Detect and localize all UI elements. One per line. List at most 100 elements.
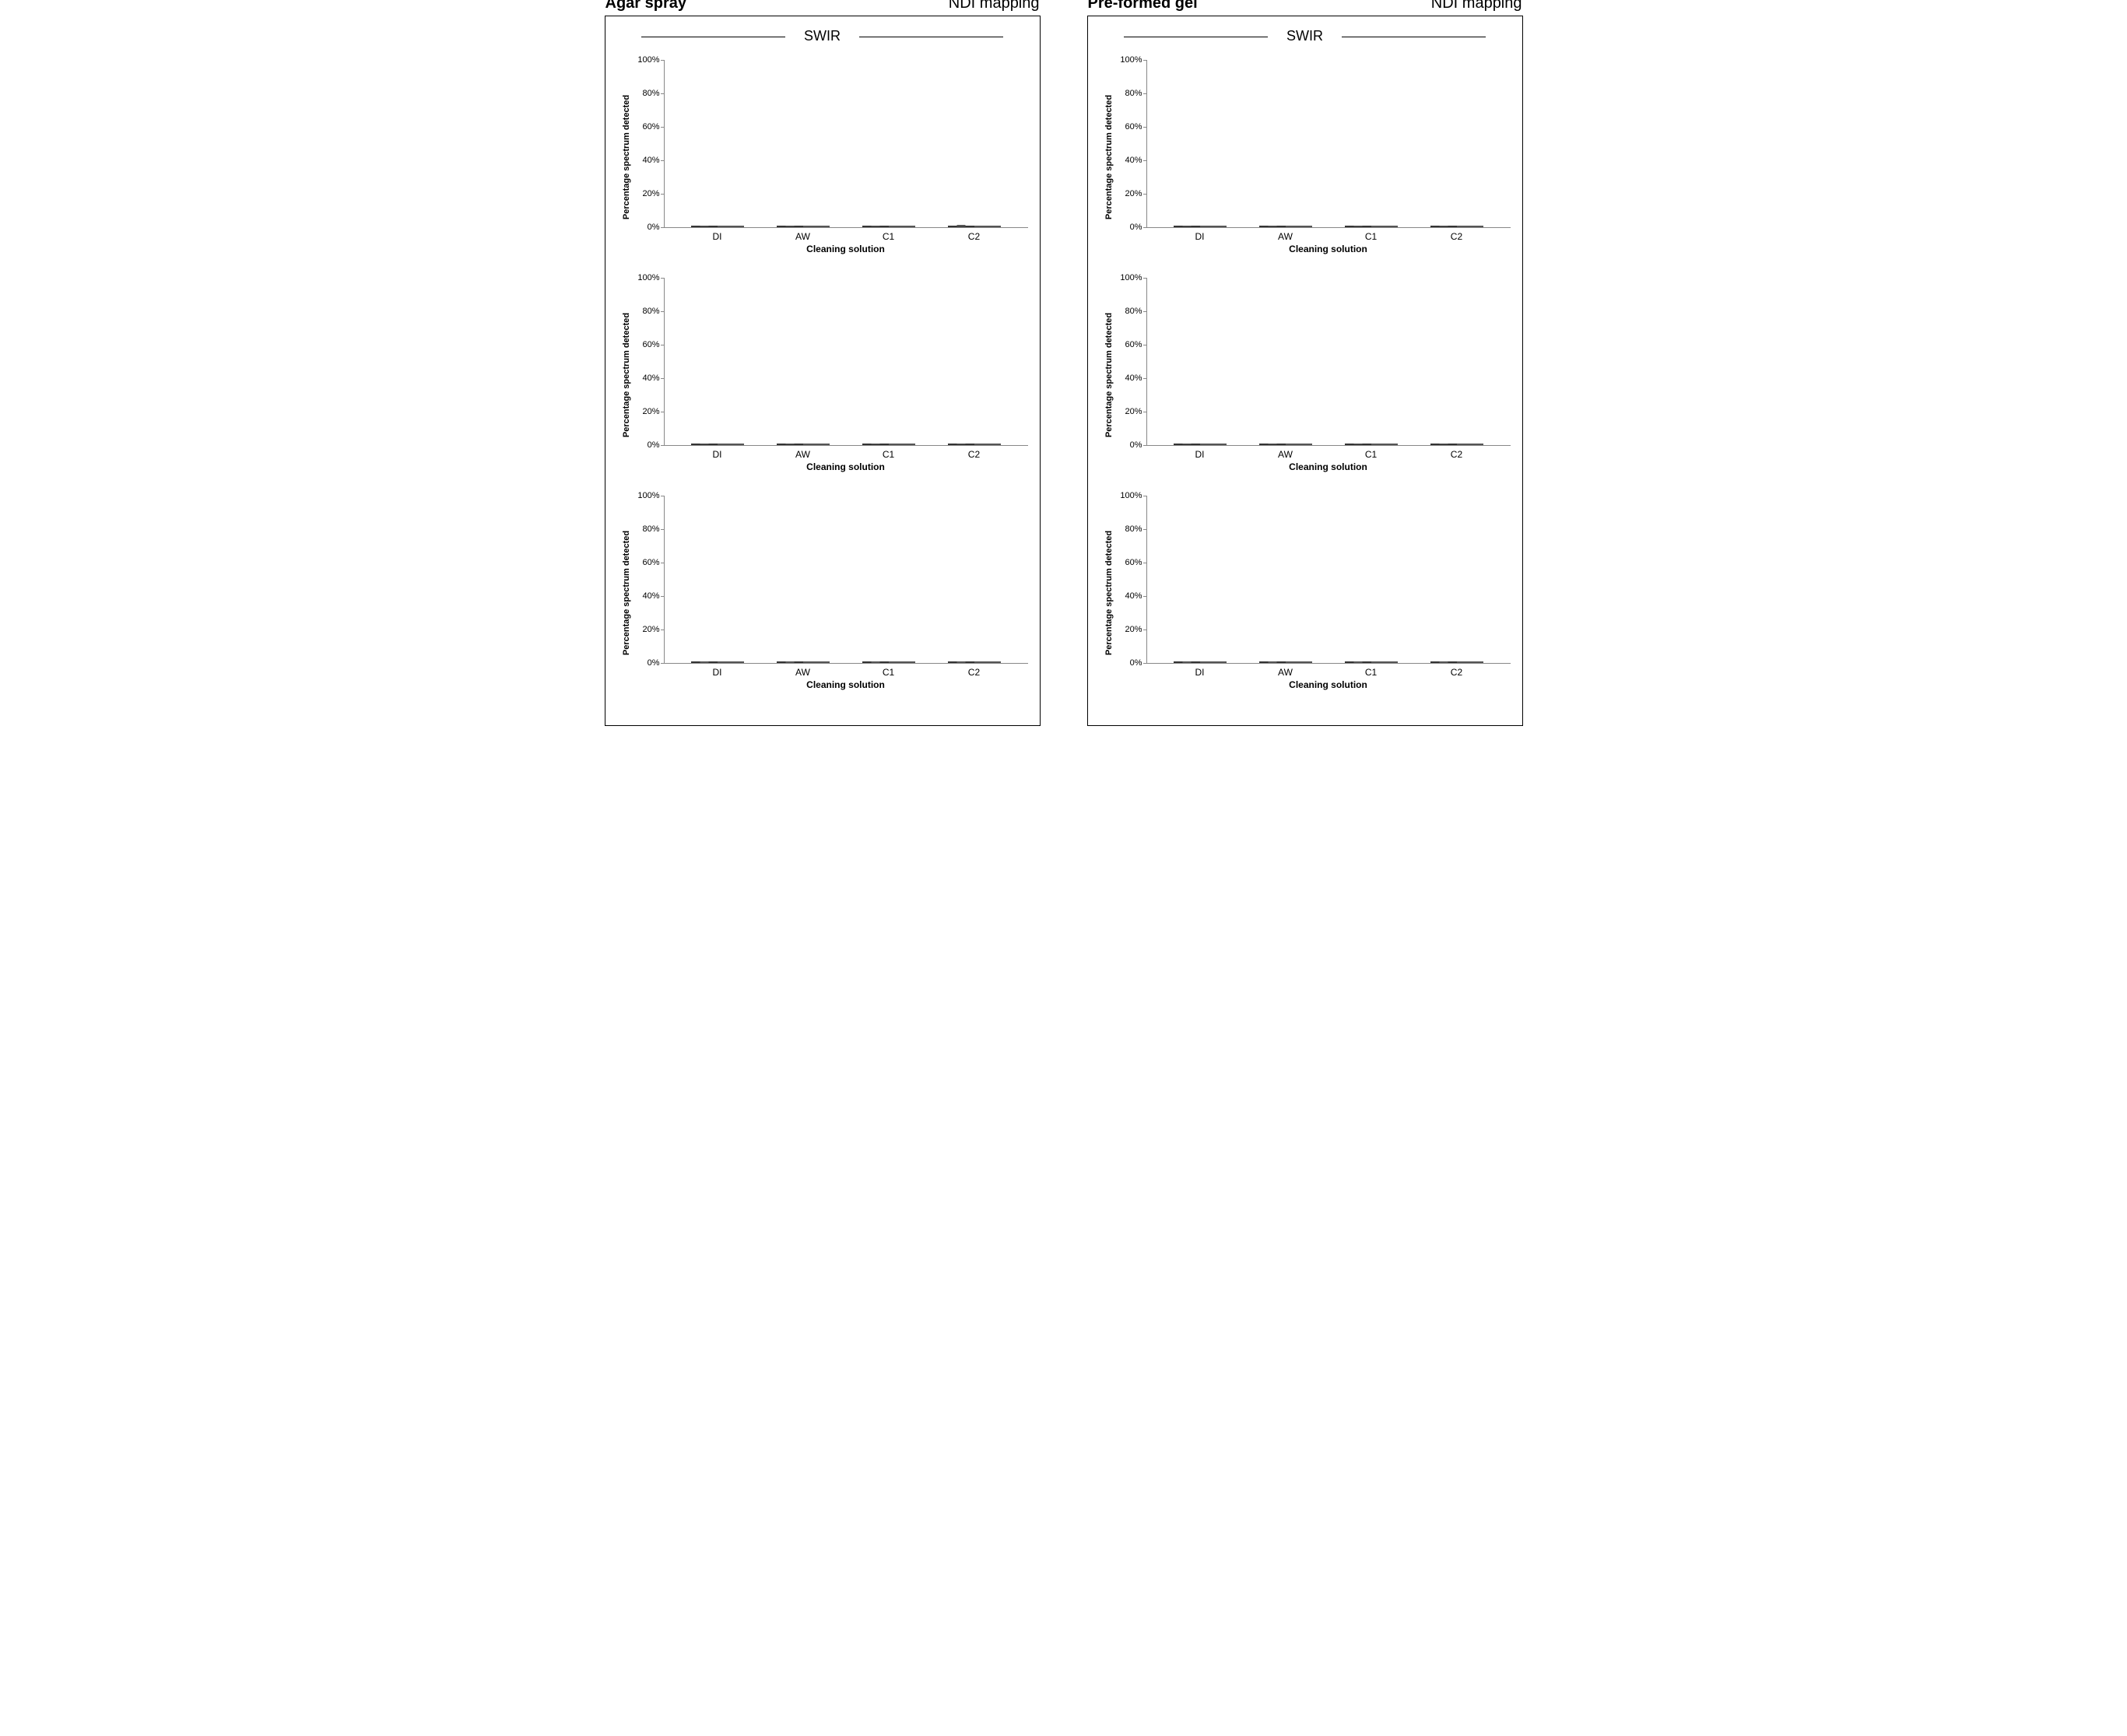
bar-secondary [803, 661, 830, 663]
bar-secondary [1371, 661, 1398, 663]
bar-secondary [803, 226, 830, 227]
y-tick-label: 80% [632, 307, 660, 316]
x-axis-label: Cleaning solution [1146, 461, 1511, 472]
bar-group [1248, 444, 1324, 445]
y-axis-label: Percentage spectrum detected [622, 531, 631, 655]
y-tick-label: 100% [1114, 491, 1142, 500]
y-tick-label: 60% [632, 558, 660, 567]
bar-group [851, 226, 927, 227]
bars-container [665, 278, 1028, 445]
x-tick-label: AW [1248, 231, 1323, 242]
x-tick-labels: DIAWC1C2 [1146, 664, 1511, 678]
x-tick-label: AW [1248, 449, 1323, 460]
bar-group [1334, 444, 1409, 445]
x-tick-label: DI [679, 667, 755, 678]
x-tick-label: DI [1162, 449, 1237, 460]
panel-title-left: Pre-formed gel [1088, 0, 1198, 12]
bar-group [1334, 661, 1409, 663]
y-tick-label: 0% [632, 658, 660, 668]
y-tick-label: 100% [1114, 273, 1142, 282]
y-tick-label: 0% [1114, 658, 1142, 668]
x-tick-label: C2 [1419, 667, 1494, 678]
swir-label: SWIR [1100, 28, 1511, 44]
plot-area: 0%20%40%60%80%100% [664, 278, 1028, 446]
y-tick-label: 0% [1114, 440, 1142, 450]
plot-area: 0%20%40%60%80%100% [1146, 60, 1511, 228]
y-tick-label: 40% [632, 591, 660, 601]
bar-secondary [718, 661, 744, 663]
error-bar [1357, 661, 1358, 663]
x-axis-label: Cleaning solution [664, 679, 1028, 690]
y-tick-label: 40% [1114, 374, 1142, 383]
bars-container [665, 60, 1028, 227]
plot-area: 0%20%40%60%80%100% [664, 60, 1028, 228]
bar-group [936, 444, 1012, 445]
bar-secondary [889, 661, 915, 663]
x-tick-label: AW [765, 231, 841, 242]
bar-group [851, 661, 927, 663]
x-axis-label: Cleaning solution [1146, 244, 1511, 254]
bar-chart: Percentage spectrum detected0%20%40%60%8… [1146, 278, 1511, 472]
y-tick [661, 445, 665, 446]
bar-secondary [1286, 226, 1312, 227]
y-axis-label: Percentage spectrum detected [1104, 531, 1114, 655]
bar-group [1419, 226, 1494, 227]
y-tick-label: 20% [1114, 625, 1142, 634]
y-tick-label: 80% [1114, 524, 1142, 534]
y-tick-label: 40% [632, 156, 660, 165]
y-tick [661, 663, 665, 664]
y-tick-label: 40% [1114, 591, 1142, 601]
error-bar [790, 661, 791, 663]
x-tick-label: DI [679, 449, 755, 460]
bar-group [1163, 661, 1238, 663]
bar-chart: Percentage spectrum detected0%20%40%60%8… [1146, 496, 1511, 690]
bar-group [936, 661, 1012, 663]
bar-secondary [974, 226, 1001, 227]
y-tick-label: 0% [632, 440, 660, 450]
y-axis-label: Percentage spectrum detected [622, 95, 631, 219]
panel-header: Agar sprayNDI mapping [605, 0, 1040, 12]
y-tick [1143, 663, 1147, 664]
panel: Agar sprayNDI mappingSWIRPercentage spec… [605, 16, 1041, 726]
bar-secondary [1371, 444, 1398, 445]
y-tick-label: 20% [1114, 189, 1142, 198]
x-tick-label: AW [765, 449, 841, 460]
x-tick-labels: DIAWC1C2 [664, 664, 1028, 678]
x-tick-labels: DIAWC1C2 [664, 228, 1028, 242]
bar-secondary [1457, 661, 1483, 663]
y-tick-label: 0% [1114, 223, 1142, 232]
bar-chart: Percentage spectrum detected0%20%40%60%8… [1146, 60, 1511, 254]
bar-secondary [974, 444, 1001, 445]
panel-title-right: NDI mapping [949, 0, 1040, 12]
bar-group [1419, 661, 1494, 663]
error-bar [960, 661, 961, 663]
bar-group [680, 226, 756, 227]
bar-secondary [1457, 444, 1483, 445]
y-tick-label: 80% [632, 89, 660, 98]
y-tick [1143, 227, 1147, 228]
x-tick-label: C2 [936, 231, 1012, 242]
x-tick-label: AW [765, 667, 841, 678]
error-bar [875, 661, 876, 663]
error-bar [1443, 661, 1444, 663]
y-tick [1143, 445, 1147, 446]
y-tick-label: 40% [1114, 156, 1142, 165]
x-axis-label: Cleaning solution [1146, 679, 1511, 690]
bar-secondary [1371, 226, 1398, 227]
bar-secondary [1286, 444, 1312, 445]
plot-area: 0%20%40%60%80%100% [1146, 496, 1511, 664]
bar-secondary [889, 444, 915, 445]
y-tick-label: 80% [632, 524, 660, 534]
panel-title-right: NDI mapping [1431, 0, 1522, 12]
plot-area: 0%20%40%60%80%100% [664, 496, 1028, 664]
bar-group [851, 444, 927, 445]
y-tick-label: 60% [632, 122, 660, 132]
y-axis-label: Percentage spectrum detected [622, 313, 631, 437]
plot-area: 0%20%40%60%80%100% [1146, 278, 1511, 446]
error-bar [704, 661, 705, 662]
error-bar [1187, 661, 1188, 663]
x-tick-label: AW [1248, 667, 1323, 678]
x-tick-label: C1 [1333, 449, 1409, 460]
y-tick-label: 60% [632, 340, 660, 349]
y-tick [661, 227, 665, 228]
